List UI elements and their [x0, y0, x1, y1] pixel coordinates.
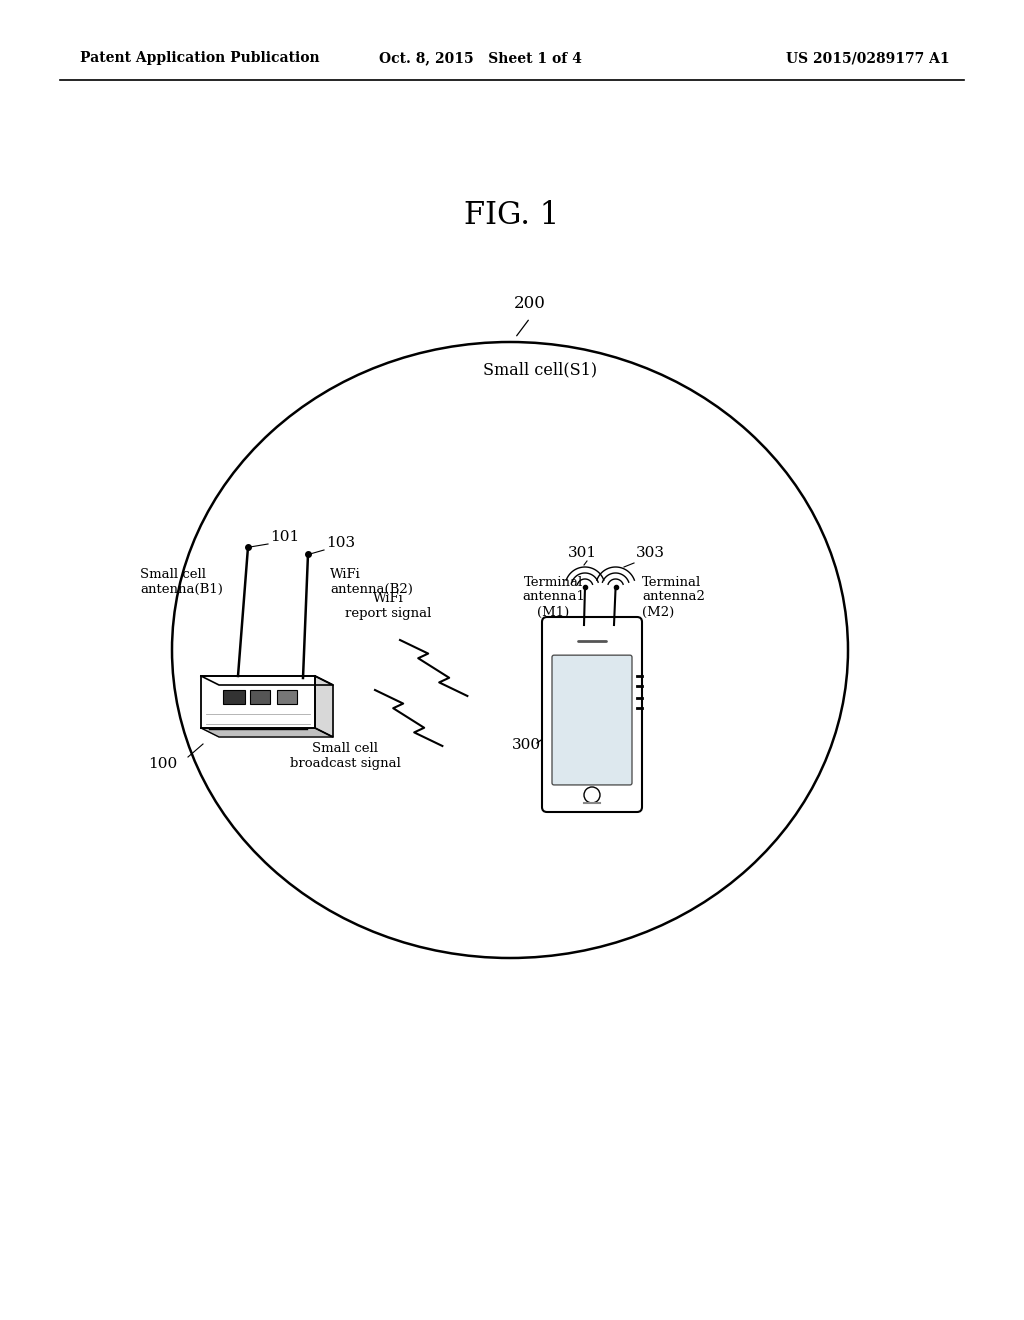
Text: 100: 100	[148, 756, 177, 771]
Polygon shape	[315, 676, 333, 737]
Bar	[223, 690, 245, 704]
Text: WiFi
antenna(B2): WiFi antenna(B2)	[330, 568, 413, 597]
Polygon shape	[201, 676, 315, 729]
Polygon shape	[201, 676, 333, 685]
Text: 300: 300	[512, 738, 541, 752]
Text: WiFi
report signal: WiFi report signal	[345, 591, 431, 620]
Text: 103: 103	[326, 536, 355, 550]
Bar	[278, 690, 297, 704]
Text: 101: 101	[270, 531, 299, 544]
Bar	[250, 690, 270, 704]
Text: Small cell
broadcast signal: Small cell broadcast signal	[290, 742, 400, 770]
Text: FIG. 1: FIG. 1	[464, 199, 560, 231]
FancyBboxPatch shape	[542, 616, 642, 812]
Text: Oct. 8, 2015   Sheet 1 of 4: Oct. 8, 2015 Sheet 1 of 4	[379, 51, 582, 65]
Text: 303: 303	[636, 546, 665, 560]
Text: Patent Application Publication: Patent Application Publication	[80, 51, 319, 65]
Text: Small cell
antenna(B1): Small cell antenna(B1)	[140, 568, 223, 597]
Text: Terminal
antenna2
(M2): Terminal antenna2 (M2)	[642, 576, 705, 619]
Polygon shape	[201, 729, 333, 737]
Text: US 2015/0289177 A1: US 2015/0289177 A1	[786, 51, 950, 65]
Text: Small cell(S1): Small cell(S1)	[483, 362, 597, 379]
Text: Terminal
antenna1
(M1): Terminal antenna1 (M1)	[522, 576, 585, 619]
Text: 301: 301	[567, 546, 597, 560]
Text: 200: 200	[514, 296, 546, 313]
FancyBboxPatch shape	[552, 655, 632, 785]
